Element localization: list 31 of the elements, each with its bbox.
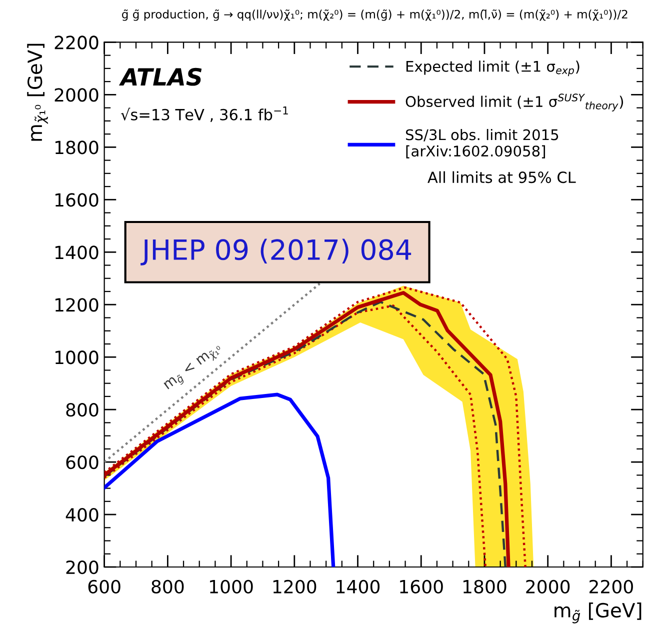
x-tick-label: 600 — [88, 580, 120, 594]
x-tick-label: 1200 — [273, 580, 316, 594]
legend-label: SS/3L obs. limit 2015 [arXiv:1602.09058] — [406, 128, 558, 158]
y-tick-label: 1200 — [55, 298, 98, 312]
y-tick-label: 2200 — [54, 36, 98, 50]
y-tick-label: 200 — [66, 560, 98, 574]
y-tick-label: 1800 — [55, 140, 98, 154]
y-axis-title: m$_{χ̃₁⁰}$ [GeV] — [27, 44, 48, 141]
y-tick-label: 2000 — [54, 88, 98, 102]
x-axis-title: m$_{g̃}$ [GeV] — [554, 602, 642, 624]
x-tick-label: 2000 — [526, 580, 570, 594]
x-tick-label: 1400 — [336, 580, 380, 594]
x-tick-label: 1800 — [463, 580, 506, 594]
y-tick-label: 600 — [66, 456, 98, 470]
y-tick-label: 800 — [66, 403, 98, 417]
x-tick-label: 2200 — [590, 580, 633, 594]
chart-title: g̃ g̃ production, g̃ → qq(ll/νν)χ̃₁⁰; m(χ̃₂⁰) = (m(g̃) + m(χ̃₁⁰))/2, m(l̃,ν̃) = (m(χ̃₂⁰) + m(χ̃₁⁰))/2 — [122, 9, 628, 21]
annotation: ATLAS — [118, 68, 202, 86]
x-tick-label: 1600 — [400, 580, 443, 594]
y-tick-label: 400 — [66, 508, 98, 522]
legend-label: Observed limit (±1 σ$^{SUSY}$$_{theory}$) — [406, 94, 624, 112]
x-tick-label: 1000 — [210, 580, 253, 594]
y-tick-label: 1600 — [55, 193, 98, 207]
annotation: √s=13 TeV , 36.1 fb$^{−1}$ — [120, 106, 288, 122]
y-tick-label: 1000 — [55, 350, 98, 364]
annotation: JHEP 09 (2017) 084 — [140, 238, 412, 266]
x-tick-label: 800 — [152, 580, 184, 594]
y-tick-label: 1400 — [55, 246, 98, 260]
legend-label: Expected limit (±1 σ$_{exp}$) — [406, 60, 580, 76]
annotation: m$_{g̃}$ < m$_{χ̃₁⁰}$ — [163, 342, 224, 393]
annotation: All limits at 95% CL — [428, 171, 576, 184]
